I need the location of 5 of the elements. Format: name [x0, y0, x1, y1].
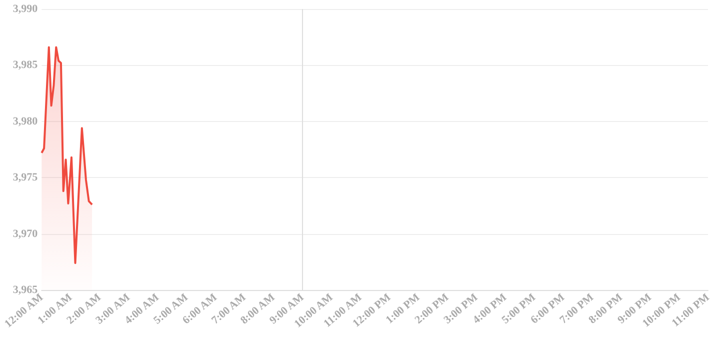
y-tick-label: 3,975	[12, 172, 38, 184]
y-tick-label: 3,970	[12, 228, 38, 240]
y-tick-label: 3,990	[12, 3, 38, 15]
y-tick-label: 3,980	[12, 115, 38, 128]
y-tick-label: 3,985	[12, 59, 38, 72]
